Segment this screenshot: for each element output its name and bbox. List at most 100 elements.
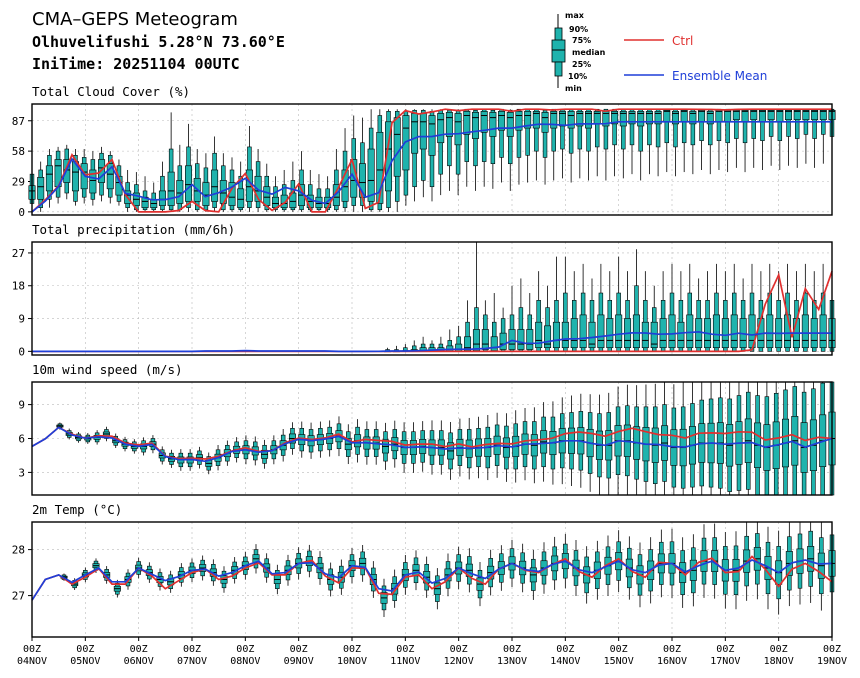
x-tick-hour: 00Z	[290, 644, 308, 655]
box-p25-p75	[686, 314, 694, 349]
box-p25-p75	[715, 109, 723, 123]
box-p25-p75	[741, 109, 749, 123]
box-whisker	[419, 109, 427, 198]
box-whisker	[619, 108, 627, 179]
box-p25-p75	[585, 111, 593, 129]
box-whisker	[695, 278, 703, 352]
box-whisker	[289, 161, 297, 212]
box-p25-p75	[579, 314, 587, 349]
legend-min: min	[565, 84, 582, 93]
box-p25-p75	[280, 194, 288, 208]
box-p25-p75	[489, 112, 497, 137]
box-whisker	[606, 271, 614, 352]
box-whisker	[447, 422, 455, 480]
box-whisker	[576, 108, 584, 179]
box-whisker	[532, 108, 540, 181]
box-p25-p75	[680, 109, 688, 123]
box-p25-p75	[758, 109, 766, 123]
box-whisker	[758, 108, 766, 170]
box-p25-p75	[535, 321, 543, 349]
box-p25-p75	[454, 113, 462, 146]
box-whisker	[541, 109, 549, 185]
box-whisker	[739, 278, 747, 352]
box-whisker	[92, 558, 100, 574]
y-tick-label: 18	[12, 280, 25, 293]
box-whisker	[744, 382, 752, 495]
panel-title: 2m Temp (°C)	[32, 502, 122, 517]
box-whisker	[633, 385, 641, 495]
box-p25-p75	[766, 314, 774, 349]
box-p25-p75	[385, 121, 393, 192]
box-p10-p90	[603, 108, 609, 150]
box-whisker	[721, 271, 729, 352]
box-whisker	[237, 161, 245, 212]
box-p25-p75	[167, 171, 175, 206]
box-whisker	[261, 439, 269, 469]
box-whisker	[593, 108, 601, 177]
panel-frame	[31, 241, 833, 356]
chart-title: CMA–GEPS Meteogram	[32, 9, 238, 30]
x-tick-hour: 00Z	[130, 644, 148, 655]
box-whisker	[680, 108, 688, 173]
box-p25-p75	[819, 314, 827, 349]
mean-series-line	[31, 120, 832, 213]
box-whisker	[561, 256, 569, 352]
box-whisker	[628, 108, 636, 175]
x-tick-hour: 00Z	[716, 644, 734, 655]
box-whisker	[615, 256, 623, 352]
box-p25-p75	[437, 113, 445, 144]
y-tick-label: 28	[12, 544, 25, 557]
box-whisker	[750, 108, 758, 168]
box-p25-p75	[332, 184, 340, 206]
y-tick-label: 3	[18, 466, 25, 479]
box-p25-p75	[619, 111, 627, 127]
legend-p25: 25%	[572, 60, 591, 69]
box-whisker	[540, 402, 548, 482]
box-whisker	[650, 285, 658, 352]
box-whisker	[611, 108, 619, 177]
box-p25-p75	[811, 109, 819, 121]
box-p25-p75	[185, 165, 193, 202]
box-whisker	[37, 161, 45, 212]
x-tick-hour: 00Z	[556, 644, 574, 655]
box-p25-p75	[508, 329, 516, 350]
box-p25-p75	[615, 314, 623, 349]
panel-frame	[31, 103, 833, 216]
x-tick-day: 04NOV	[17, 656, 47, 667]
y-tick-label: 58	[12, 145, 25, 158]
x-tick-day: 13NOV	[497, 656, 527, 667]
box-p25-p75	[524, 111, 532, 129]
box-p25-p75	[677, 321, 685, 349]
box-p25-p75	[801, 314, 809, 349]
legend-ctrl-label: Ctrl	[672, 34, 693, 48]
box-p25-p75	[819, 109, 827, 121]
box-whisker	[624, 271, 632, 352]
y-tick-label: 87	[12, 115, 25, 128]
box-whisker	[124, 169, 132, 212]
box-whisker	[480, 108, 488, 187]
box-whisker	[689, 108, 697, 175]
box-p25-p75	[463, 111, 471, 135]
box-whisker	[645, 108, 653, 175]
box-whisker	[671, 108, 679, 177]
box-whisker	[632, 249, 640, 352]
box-p25-p75	[455, 343, 463, 352]
box-whisker	[801, 263, 809, 352]
x-tick-day: 19NOV	[817, 656, 847, 667]
box-whisker	[381, 422, 389, 470]
legend-p10: 10%	[568, 72, 587, 81]
box-p25-p75	[802, 109, 810, 121]
box-whisker	[781, 382, 789, 496]
box-whisker	[428, 109, 436, 202]
x-tick-day: 08NOV	[230, 656, 260, 667]
x-tick-hour: 00Z	[23, 644, 41, 655]
box-whisker	[567, 108, 575, 183]
box-p25-p75	[645, 111, 653, 125]
box-whisker	[517, 278, 525, 352]
box-whisker	[185, 123, 193, 212]
box-whisker	[410, 340, 418, 352]
box-p25-p75	[481, 329, 489, 350]
box-p25-p75	[576, 111, 584, 127]
box-whisker	[306, 169, 314, 212]
panels: 0 29 58 87 Total Cloud Cover (%) 0 9 18 27 Total …	[12, 84, 836, 638]
